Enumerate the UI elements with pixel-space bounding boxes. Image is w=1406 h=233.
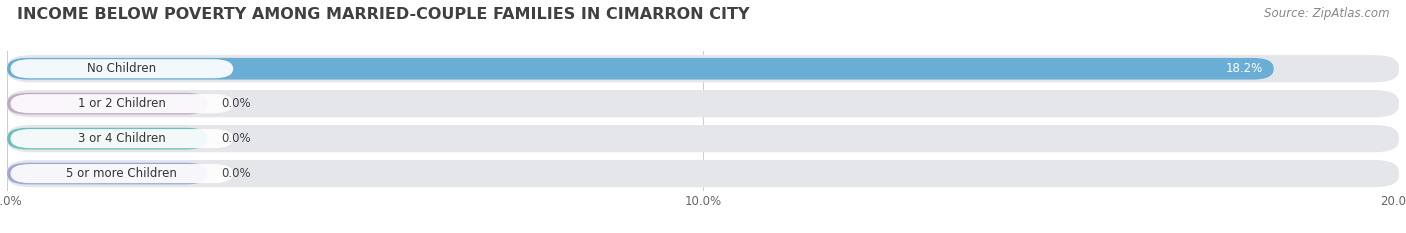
Text: 5 or more Children: 5 or more Children <box>66 167 177 180</box>
FancyBboxPatch shape <box>7 55 1399 82</box>
Text: 0.0%: 0.0% <box>221 132 252 145</box>
Text: INCOME BELOW POVERTY AMONG MARRIED-COUPLE FAMILIES IN CIMARRON CITY: INCOME BELOW POVERTY AMONG MARRIED-COUPL… <box>17 7 749 22</box>
FancyBboxPatch shape <box>7 93 208 115</box>
Text: 0.0%: 0.0% <box>221 167 252 180</box>
Text: 0.0%: 0.0% <box>221 97 252 110</box>
FancyBboxPatch shape <box>10 164 233 183</box>
FancyBboxPatch shape <box>7 125 1399 152</box>
Text: 3 or 4 Children: 3 or 4 Children <box>77 132 166 145</box>
FancyBboxPatch shape <box>7 58 1274 80</box>
FancyBboxPatch shape <box>10 129 233 148</box>
FancyBboxPatch shape <box>7 90 1399 117</box>
Text: 1 or 2 Children: 1 or 2 Children <box>77 97 166 110</box>
Text: 18.2%: 18.2% <box>1226 62 1263 75</box>
FancyBboxPatch shape <box>10 59 233 78</box>
Text: No Children: No Children <box>87 62 156 75</box>
Text: Source: ZipAtlas.com: Source: ZipAtlas.com <box>1264 7 1389 20</box>
FancyBboxPatch shape <box>7 128 208 150</box>
FancyBboxPatch shape <box>7 163 208 185</box>
FancyBboxPatch shape <box>10 94 233 113</box>
FancyBboxPatch shape <box>7 160 1399 187</box>
